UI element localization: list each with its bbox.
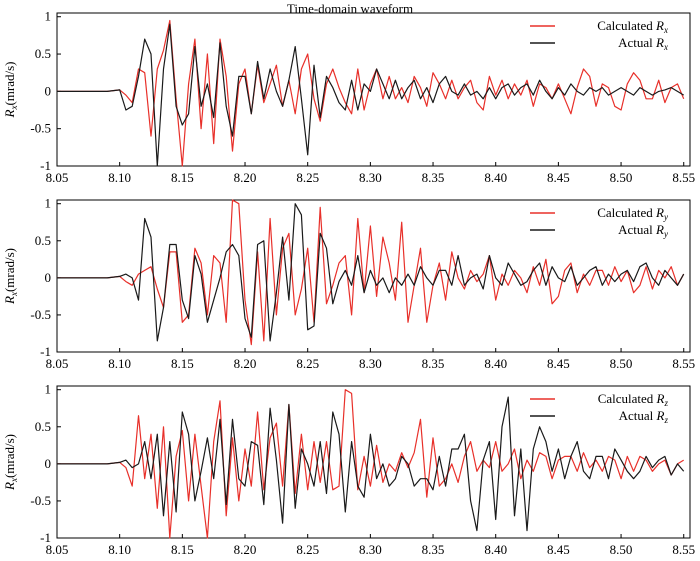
legend-entry-name: Calculated <box>597 205 656 220</box>
y-tick-label: 1 <box>45 196 52 211</box>
x-tick-label: 8.40 <box>484 170 507 185</box>
x-tick-label: 8.55 <box>672 170 695 185</box>
x-tick-label: 8.10 <box>108 542 131 557</box>
x-tick-label: 8.30 <box>359 170 382 185</box>
x-tick-label: 8.20 <box>234 542 257 557</box>
x-tick-label: 8.55 <box>672 356 695 371</box>
legend-entry: Actual Rx <box>618 35 668 52</box>
y-tick-label: -0.5 <box>30 307 51 322</box>
x-tick-label: 8.30 <box>359 542 382 557</box>
x-tick-label: 8.25 <box>296 542 319 557</box>
series-line-actual-z <box>57 396 685 532</box>
legend-entry-symbol: R <box>656 408 665 423</box>
y-axis-label-unit: (mrad/s) <box>2 62 17 106</box>
y-axis-label-sub: x <box>9 292 19 297</box>
y-axis-label: Rx(mrad/s) <box>2 62 19 119</box>
legend-entry-name: Calculated <box>597 18 656 33</box>
y-tick-label: -0.5 <box>30 121 51 136</box>
y-axis-label-sub: x <box>9 478 19 483</box>
x-tick-label: 8.50 <box>610 356 633 371</box>
series-line-calculated-z <box>57 389 685 539</box>
series-line-calculated-y <box>57 199 685 346</box>
x-tick-label: 8.45 <box>547 356 570 371</box>
x-tick-label: 8.15 <box>171 542 194 557</box>
series-line-actual-x <box>57 23 685 167</box>
legend-entry-sub: x <box>663 25 668 35</box>
plot-frame <box>56 385 691 539</box>
y-axis-label-main: R <box>2 482 17 491</box>
chart-panel-Rx: 8.05 8.10 8.15 8.20 8.25 8.30 8.35 8.40 8.45 8.50… <box>2 9 695 185</box>
legend-entry-symbol: R <box>656 391 665 406</box>
y-axis-label-unit: (mrad/s) <box>2 434 17 478</box>
x-tick-label: 8.05 <box>46 170 69 185</box>
y-tick-label: 0.5 <box>35 46 51 61</box>
x-tick-label: 8.40 <box>484 542 507 557</box>
x-tick-label: 8.30 <box>359 356 382 371</box>
plot-frame <box>56 12 691 167</box>
y-axis-label-unit: (mrad/s) <box>2 248 17 292</box>
series-line-actual-y <box>57 203 685 342</box>
legend-entry-name: Actual <box>619 408 657 423</box>
x-tick-label: 8.25 <box>296 170 319 185</box>
y-tick-label: 0.5 <box>35 233 51 248</box>
y-tick-label: -1 <box>40 158 51 173</box>
x-tick-label: 8.40 <box>484 356 507 371</box>
x-tick-label: 8.15 <box>171 170 194 185</box>
x-tick-label: 8.50 <box>610 170 633 185</box>
legend-entry-name: Actual <box>618 35 656 50</box>
legend-entry-sub: z <box>663 398 668 408</box>
y-axis-label: Rx(mrad/s) <box>2 248 19 305</box>
legend-entry-sub: z <box>663 415 668 425</box>
plot-frame <box>56 199 691 353</box>
y-tick-label: -1 <box>40 530 51 545</box>
y-tick-label: 0.5 <box>35 419 51 434</box>
x-tick-label: 8.05 <box>46 356 69 371</box>
series-line-calculated-x <box>57 19 685 167</box>
legend-entry: Calculated Rz <box>598 391 669 408</box>
legend-entry: Calculated Ry <box>597 205 668 222</box>
x-tick-label: 8.15 <box>171 356 194 371</box>
x-tick-label: 8.45 <box>547 170 570 185</box>
chart-panel-Rz: 8.05 8.10 8.15 8.20 8.25 8.30 8.35 8.40 8.45 8.50… <box>2 382 695 557</box>
x-tick-label: 8.45 <box>547 542 570 557</box>
y-tick-label: 0 <box>45 83 52 98</box>
legend-entry-symbol: R <box>655 18 664 33</box>
y-tick-label: 0 <box>45 456 52 471</box>
y-tick-label: 1 <box>45 9 52 24</box>
x-tick-label: 8.35 <box>422 356 445 371</box>
x-tick-label: 8.35 <box>422 542 445 557</box>
x-tick-label: 8.05 <box>46 542 69 557</box>
x-tick-label: 8.20 <box>234 170 257 185</box>
legend-entry: Actual Ry <box>618 222 668 239</box>
x-tick-label: 8.20 <box>234 356 257 371</box>
legend-entry-name: Actual <box>618 222 656 237</box>
y-axis-label-main: R <box>2 296 17 305</box>
chart-panel-Ry: 8.05 8.10 8.15 8.20 8.25 8.30 8.35 8.40 8.45 8.50… <box>2 196 695 371</box>
y-tick-label: -1 <box>40 344 51 359</box>
x-tick-label: 8.55 <box>672 542 695 557</box>
legend-entry: Actual Rz <box>619 408 669 425</box>
x-tick-label: 8.50 <box>610 542 633 557</box>
x-tick-label: 8.10 <box>108 356 131 371</box>
legend-entry-name: Calculated <box>598 391 657 406</box>
y-tick-label: -0.5 <box>30 493 51 508</box>
legend-entry: Calculated Rx <box>597 18 668 35</box>
legend-entry-sub: x <box>663 42 668 52</box>
x-tick-label: 8.25 <box>296 356 319 371</box>
y-axis-label: Rx(mrad/s) <box>2 434 19 491</box>
page-title: Time-domain waveform <box>286 1 414 16</box>
y-tick-label: 0 <box>45 270 52 285</box>
x-tick-label: 8.35 <box>422 170 445 185</box>
legend-entry-symbol: R <box>655 222 664 237</box>
y-axis-label-sub: x <box>9 106 19 111</box>
legend-entry-sub: y <box>663 229 668 239</box>
y-axis-label-main: R <box>2 110 17 119</box>
legend-entry-symbol: R <box>655 205 664 220</box>
y-tick-label: 1 <box>45 382 52 397</box>
legend-entry-symbol: R <box>655 35 664 50</box>
x-tick-label: 8.10 <box>108 170 131 185</box>
legend-entry-sub: y <box>663 212 668 222</box>
